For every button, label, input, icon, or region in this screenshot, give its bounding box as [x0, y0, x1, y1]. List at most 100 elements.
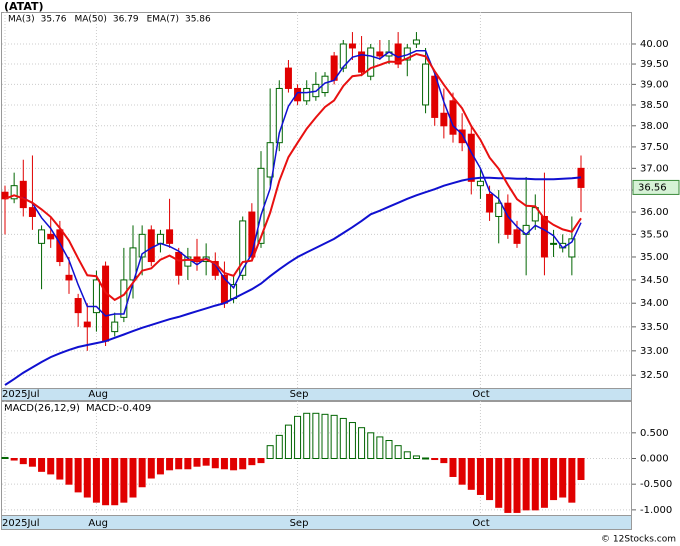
candle-body [486, 193, 494, 213]
macd-bar [303, 412, 311, 459]
candle-body [422, 63, 430, 106]
candle-body [74, 298, 82, 314]
y-tick-label: 36.00 [640, 207, 669, 218]
y-tick-label: 32.50 [640, 370, 669, 381]
candle-body [513, 229, 521, 244]
candle-body [56, 229, 64, 263]
candle-body [275, 87, 283, 144]
candle-body [239, 220, 247, 276]
macd-bar [138, 458, 146, 488]
candle-body [284, 67, 292, 89]
macd-bar [129, 458, 137, 498]
macd-bar [431, 458, 439, 461]
macd-bar [284, 424, 292, 460]
candle-body [412, 39, 420, 45]
macd-bar [312, 412, 320, 459]
y-tick-label: 34.00 [640, 298, 669, 309]
macd-bar [422, 457, 430, 460]
y-tick-label: 33.50 [640, 322, 669, 333]
macd-bar [367, 432, 375, 459]
macd-bar [294, 415, 302, 459]
candle-body [376, 51, 384, 57]
candle-body [175, 251, 183, 276]
x-tick-label: 2025Jul [2, 389, 40, 400]
date-band [1, 515, 632, 530]
macd-bar [394, 445, 402, 459]
x-tick-label: Oct [472, 518, 489, 529]
candle-body [568, 238, 576, 258]
macd-bar [47, 458, 55, 475]
macd-bar [376, 436, 384, 460]
macd-bar [403, 451, 411, 459]
y-tick-label: -0.500 [640, 479, 672, 490]
candle-body [266, 142, 274, 178]
macd-bar [348, 422, 356, 459]
candle-body [321, 75, 329, 94]
macd-bar [385, 440, 393, 460]
last-price: 36.56 [638, 182, 667, 193]
macd-bar [28, 458, 36, 467]
legend-name: EMA(7) [147, 15, 179, 25]
candle-body [248, 211, 256, 258]
candle-body [38, 229, 46, 244]
macd-bar [358, 427, 366, 460]
candle-body [65, 274, 73, 281]
y-tick-label: 0.500 [640, 428, 669, 439]
macd-bar [38, 458, 46, 472]
macd-bar [83, 458, 91, 498]
candle-body [102, 265, 110, 342]
candle-body [358, 51, 366, 73]
macd-bar [522, 458, 530, 511]
macd-bar [449, 458, 457, 477]
macd-bar [1, 456, 9, 459]
candle-body [303, 87, 311, 102]
y-tick-label: 38.50 [640, 100, 669, 111]
macd-title: MACD(26,12,9) [4, 403, 80, 414]
y-tick-label: 40.00 [640, 39, 669, 50]
macd-bar [102, 458, 110, 506]
candle-body [458, 129, 466, 144]
macd-bar [559, 458, 567, 498]
candle-body [138, 233, 146, 258]
y-tick-label: 0.000 [640, 454, 669, 465]
macd-bar [184, 458, 192, 470]
macd-bar [495, 458, 503, 508]
y-tick-label: 38.00 [640, 121, 669, 132]
macd-bar [486, 458, 494, 501]
x-tick-label: Aug [88, 518, 108, 529]
macd-bar [330, 414, 338, 460]
macd-bar [467, 458, 475, 490]
macd-bar [202, 458, 210, 466]
macd-bar [275, 434, 283, 459]
macd-bar [513, 458, 521, 513]
candle-body [394, 43, 402, 65]
macd-bar [175, 458, 183, 470]
candle-body [184, 256, 192, 267]
macd-bar [531, 458, 539, 511]
candle-body [129, 247, 137, 281]
x-tick-label: Oct [472, 389, 489, 400]
macd-bar [19, 458, 27, 465]
candle-body [367, 47, 375, 77]
x-tick-label: Sep [290, 389, 309, 400]
macd-bar [239, 458, 247, 470]
price-panel [1, 12, 632, 389]
macd-bar [147, 458, 155, 479]
candle-body [10, 185, 18, 200]
macd-bar [10, 458, 18, 461]
macd-bar [230, 458, 238, 471]
macd-bar [476, 458, 484, 495]
macd-bar [156, 458, 164, 475]
macd-bar [339, 417, 347, 460]
y-tick-label: 37.50 [640, 142, 669, 153]
candle-body [440, 112, 448, 127]
y-tick-label: 34.50 [640, 275, 669, 286]
macd-value: -0.409 [119, 403, 151, 414]
ma-line [4, 176, 582, 386]
candle-body [166, 229, 174, 244]
macd-bar [248, 458, 256, 466]
macd-bar [458, 458, 466, 485]
candle-body [1, 191, 9, 200]
watermark: © 12Stocks.com [601, 535, 676, 545]
